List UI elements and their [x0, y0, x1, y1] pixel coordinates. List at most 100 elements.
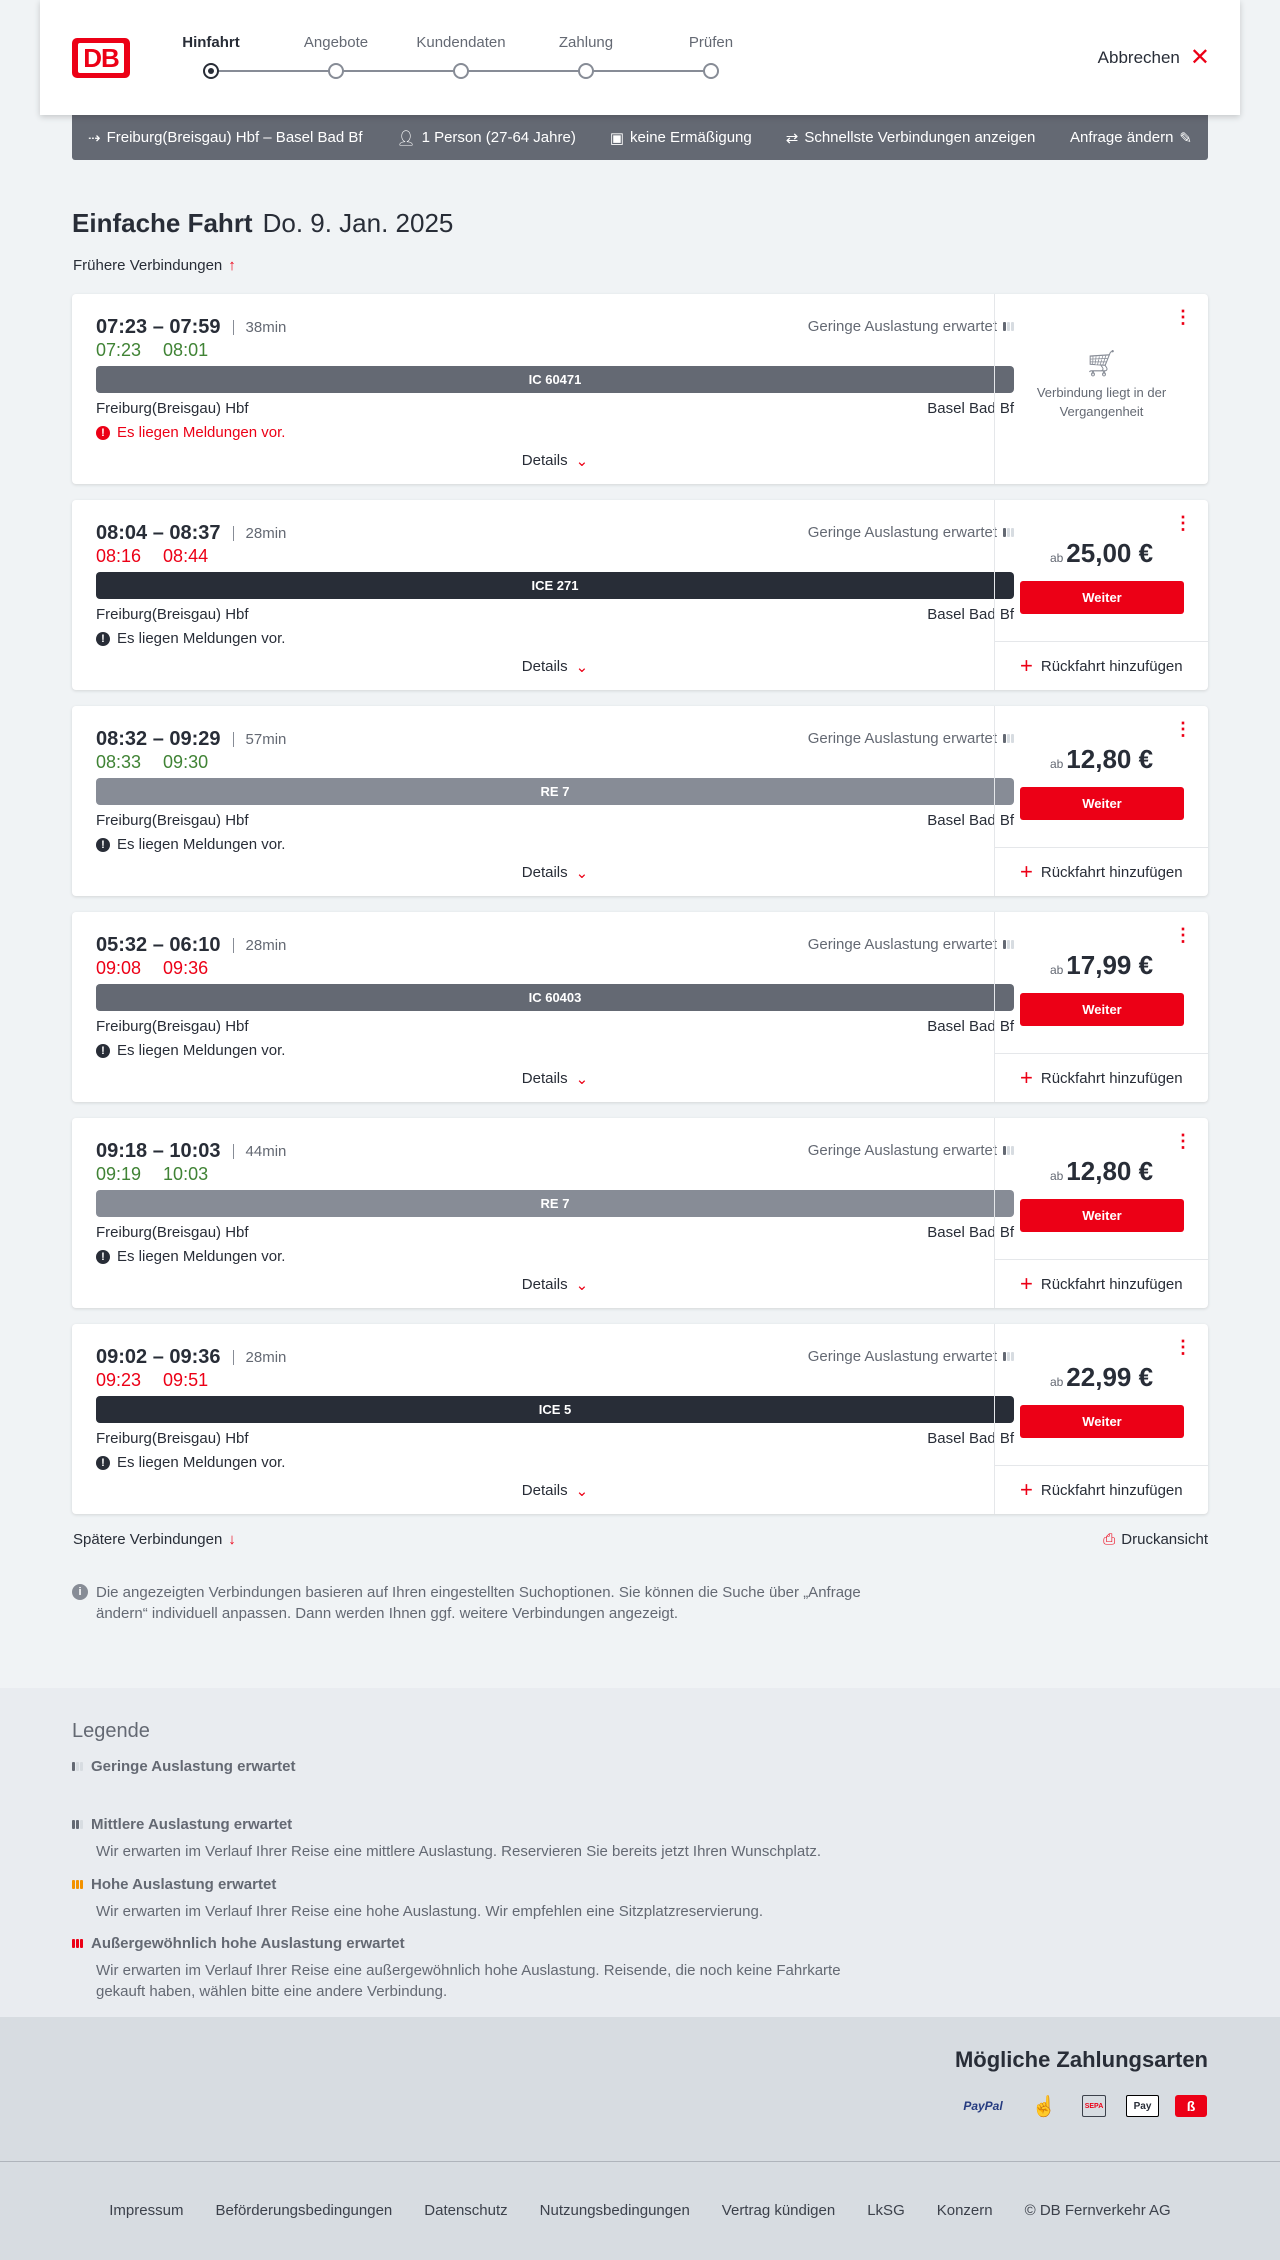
train-bar[interactable]: ICE 5: [96, 1396, 1014, 1423]
train-bar[interactable]: IC 60471: [96, 366, 1014, 393]
footer-link[interactable]: Datenschutz: [424, 2202, 508, 2219]
add-return-button[interactable]: + Rückfahrt hinzufügen: [1020, 1477, 1183, 1502]
chevron-down-icon: ⌄: [575, 865, 589, 882]
exclamation-icon: !: [96, 631, 110, 646]
exclamation-icon: !: [96, 1043, 110, 1058]
price: ab 17,99 €: [1049, 950, 1154, 980]
occupancy-low-icon: [1003, 734, 1014, 743]
print-view-link[interactable]: ⎙ Druckansicht: [1103, 1531, 1208, 1548]
occupancy: Geringe Auslastung erwartet: [808, 1348, 1014, 1365]
continue-button[interactable]: Weiter: [1020, 1405, 1184, 1438]
more-options-icon[interactable]: ⋮: [1174, 513, 1192, 533]
plus-icon: +: [1020, 653, 1033, 678]
origin-station: Freiburg(Breisgau) Hbf: [96, 1430, 249, 1447]
occupancy-level-2-icon: [72, 1820, 83, 1829]
train-bar[interactable]: ICE 271: [96, 572, 1014, 599]
footer-link[interactable]: Beförderungsbedingungen: [215, 2202, 393, 2219]
duration: 44min: [232, 1144, 286, 1159]
db-logo[interactable]: DB: [72, 38, 130, 78]
occupancy-low-icon: [1003, 1352, 1014, 1361]
more-options-icon[interactable]: ⋮: [1174, 1337, 1192, 1357]
price: ab 25,00 €: [1049, 538, 1154, 568]
details-toggle[interactable]: Details ⌄: [521, 452, 589, 470]
footer: Impressum Beförderungsbedingungen Datensch…: [0, 2162, 1280, 2260]
cancel-button[interactable]: Abbrechen ✕: [1098, 46, 1210, 70]
offer-panel: ⋮ ab 17,99 € Weiter + Rückfahrt hinzufügen: [994, 912, 1208, 1102]
edit-query-button[interactable]: Anfrage ändern ✎: [1070, 129, 1192, 147]
details-toggle[interactable]: Details ⌄: [521, 1276, 589, 1294]
continue-button[interactable]: Weiter: [1020, 787, 1184, 820]
more-options-icon[interactable]: ⋮: [1174, 307, 1192, 327]
continue-button[interactable]: Weiter: [1020, 1199, 1184, 1232]
discount-summary: ▣ keine Ermäßigung: [609, 129, 752, 147]
occupancy-low-icon: [1003, 1146, 1014, 1155]
footer-link[interactable]: Impressum: [109, 2202, 184, 2219]
offer-panel: ⋮ ab 22,99 € Weiter + Rückfahrt hinzufügen: [994, 1324, 1208, 1514]
info-icon: i: [72, 1584, 88, 1600]
footer-link[interactable]: Vertrag kündigen: [721, 2202, 836, 2219]
step-1-indicator: [328, 63, 344, 79]
occupancy: Geringe Auslastung erwartet: [808, 1142, 1014, 1159]
offer-panel: ⋮ ab 12,80 € Weiter + Rückfahrt hinzufügen: [994, 1118, 1208, 1308]
more-options-icon[interactable]: ⋮: [1174, 1131, 1192, 1151]
chevron-down-icon: ⌄: [575, 1483, 589, 1500]
add-return-button[interactable]: + Rückfahrt hinzufügen: [1020, 1065, 1183, 1090]
origin-station: Freiburg(Breisgau) Hbf: [96, 1224, 249, 1241]
train-bar[interactable]: RE 7: [96, 778, 1014, 805]
details-toggle[interactable]: Details ⌄: [521, 658, 589, 676]
exclamation-icon: !: [96, 1249, 110, 1264]
connection-card: 09:02 – 09:36 28min 09:23 09:51 Geringe Au…: [72, 1324, 1208, 1514]
more-options-icon[interactable]: ⋮: [1174, 719, 1192, 739]
realtime-times: 09:08 09:36: [96, 958, 209, 978]
step-0-indicator: [203, 63, 219, 79]
step-3-indicator: [578, 63, 594, 79]
earlier-connections-link[interactable]: Frühere Verbindungen ↑: [73, 257, 236, 274]
occupancy: Geringe Auslastung erwartet: [808, 936, 1014, 953]
footer-link[interactable]: LkSG: [867, 2202, 905, 2219]
duration: 28min: [232, 938, 286, 953]
continue-button[interactable]: Weiter: [1020, 993, 1184, 1026]
option-summary: ⇄ Schnellste Verbindungen anzeigen: [785, 129, 1036, 147]
continue-button[interactable]: Weiter: [1020, 581, 1184, 614]
messages-notice: ! Es liegen Meldungen vor.: [96, 1042, 285, 1059]
exclamation-icon: !: [96, 425, 110, 440]
exclamation-icon: !: [96, 1455, 110, 1470]
train-bar[interactable]: RE 7: [96, 1190, 1014, 1217]
step-4-label: Prüfen: [688, 34, 734, 51]
pencil-icon: ✎: [1179, 129, 1192, 147]
footer-link[interactable]: Konzern: [936, 2202, 993, 2219]
occupancy-level-1-icon: [72, 1762, 83, 1771]
details-toggle[interactable]: Details ⌄: [521, 1070, 589, 1088]
add-return-button[interactable]: + Rückfahrt hinzufügen: [1020, 859, 1183, 884]
legend-item: Mittlere Auslastung erwartet Wir erwarten…: [72, 1816, 876, 1862]
train-bar[interactable]: IC 60403: [96, 984, 1014, 1011]
duration: 57min: [232, 732, 286, 747]
plus-icon: +: [1020, 1065, 1033, 1090]
destination-station: Basel Bad Bf: [927, 812, 1014, 829]
divider: [995, 1053, 1208, 1054]
bahncard-icon: ▣: [609, 129, 625, 147]
add-return-button[interactable]: + Rückfahrt hinzufügen: [1020, 1271, 1183, 1296]
connection-card: 08:32 – 09:29 57min 08:33 09:30 Geringe Au…: [72, 706, 1208, 896]
occupancy-low-icon: [1003, 528, 1014, 537]
footer-link: © DB Fernverkehr AG: [1024, 2202, 1171, 2219]
destination-station: Basel Bad Bf: [927, 606, 1014, 623]
passenger-summary: 👤︎ 1 Person (27-64 Jahre): [396, 129, 576, 147]
later-connections-link[interactable]: Spätere Verbindungen ↓: [73, 1531, 236, 1548]
details-toggle[interactable]: Details ⌄: [521, 1482, 589, 1500]
duration: 28min: [232, 526, 286, 541]
details-toggle[interactable]: Details ⌄: [521, 864, 589, 882]
add-return-button[interactable]: + Rückfahrt hinzufügen: [1020, 653, 1183, 678]
occupancy-low-icon: [1003, 322, 1014, 331]
query-bar: ⇢ Freiburg(Breisgau) Hbf – Basel Bad Bf 👤…: [72, 115, 1208, 160]
sepa-icon: SEPA: [1082, 2095, 1106, 2117]
realtime-times: 09:23 09:51: [96, 1370, 209, 1390]
divider: [995, 1259, 1208, 1260]
step-3-label: Zahlung: [558, 34, 614, 51]
footer-link[interactable]: Nutzungsbedingungen: [539, 2202, 690, 2219]
messages-notice: ! Es liegen Meldungen vor.: [96, 836, 285, 853]
exclamation-icon: !: [96, 837, 110, 852]
occupancy: Geringe Auslastung erwartet: [808, 524, 1014, 541]
more-options-icon[interactable]: ⋮: [1174, 925, 1192, 945]
destination-station: Basel Bad Bf: [927, 1018, 1014, 1035]
